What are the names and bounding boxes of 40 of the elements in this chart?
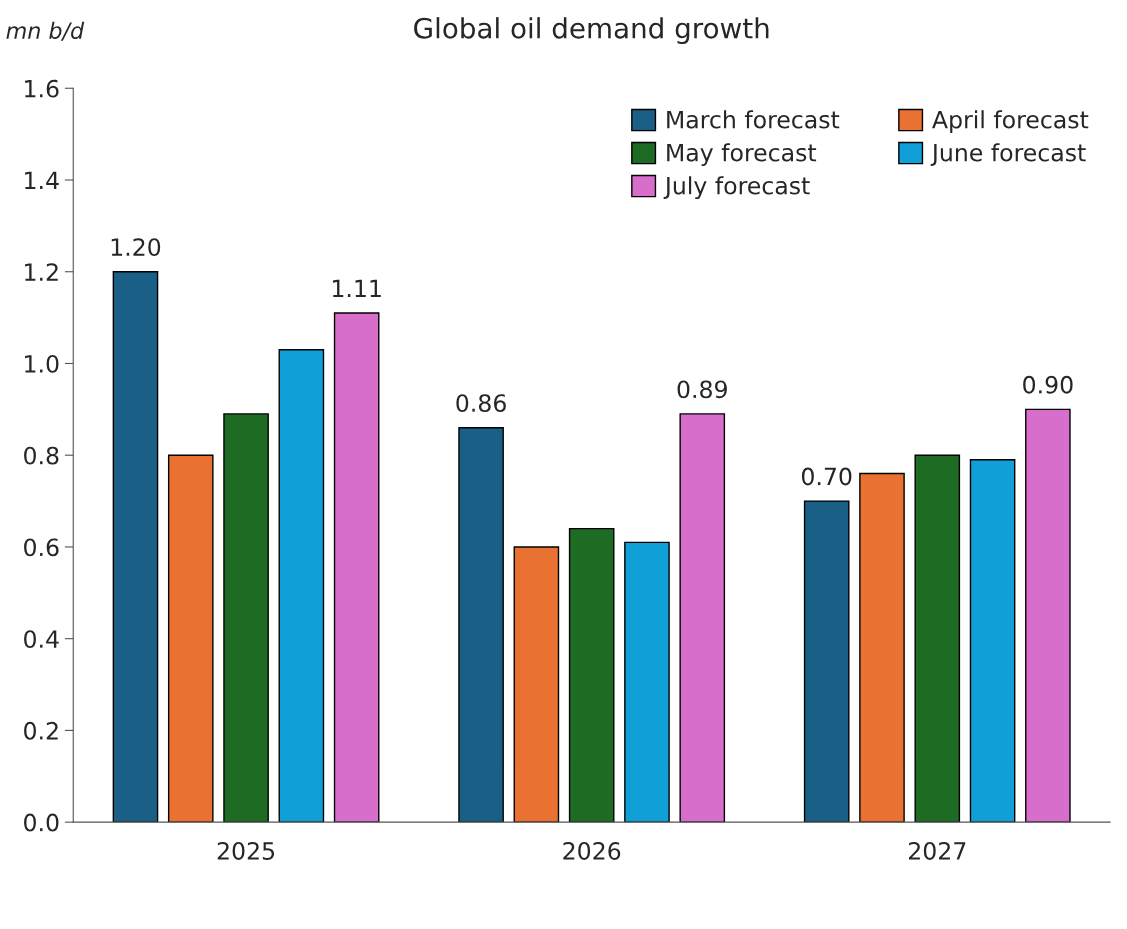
data-label: 0.89	[677, 380, 727, 399]
bar	[624, 541, 670, 823]
y-tick-label: 0.0	[24, 813, 59, 832]
legend-label: April forecast	[932, 110, 1089, 134]
y-tick-label: 0.8	[24, 446, 59, 465]
x-tick-label: 2026	[563, 842, 621, 860]
y-tick-label: 1.4	[25, 171, 59, 189]
bar	[1025, 408, 1071, 823]
y-tick-label: 1.2	[25, 263, 58, 281]
bar	[679, 413, 726, 823]
data-label: 1.20	[111, 238, 161, 257]
y-tick-label: 0.2	[24, 721, 58, 740]
bar	[568, 527, 615, 823]
bar	[513, 546, 560, 823]
bar	[458, 426, 504, 823]
bar	[859, 472, 905, 823]
bar	[914, 454, 961, 823]
legend-label: June forecast	[930, 143, 1086, 166]
data-label: 0.70	[801, 467, 852, 486]
data-label: 1.11	[332, 279, 381, 297]
chart-title: Global oil demand growth	[414, 17, 769, 45]
y-tick-label: 1.0	[25, 354, 59, 373]
bar	[803, 500, 850, 823]
y-axis-title: mn b/d	[6, 21, 85, 41]
legend-label: July forecast	[663, 176, 810, 200]
y-tick-label: 0.4	[24, 630, 59, 648]
bar	[223, 413, 269, 823]
data-label: 0.90	[1023, 375, 1073, 394]
legend-label: May forecast	[667, 143, 817, 167]
y-tick-label: 0.6	[24, 538, 59, 557]
x-tick-label: 2025	[217, 842, 275, 860]
bar	[112, 271, 159, 823]
legend-label: March forecast	[667, 110, 840, 129]
data-label: 0.86	[456, 394, 506, 412]
x-tick-label: 2027	[908, 842, 966, 860]
bar	[278, 349, 325, 823]
bar	[969, 459, 1016, 823]
bar	[333, 312, 380, 823]
y-tick-label: 1.6	[25, 79, 59, 98]
bar	[167, 454, 214, 823]
